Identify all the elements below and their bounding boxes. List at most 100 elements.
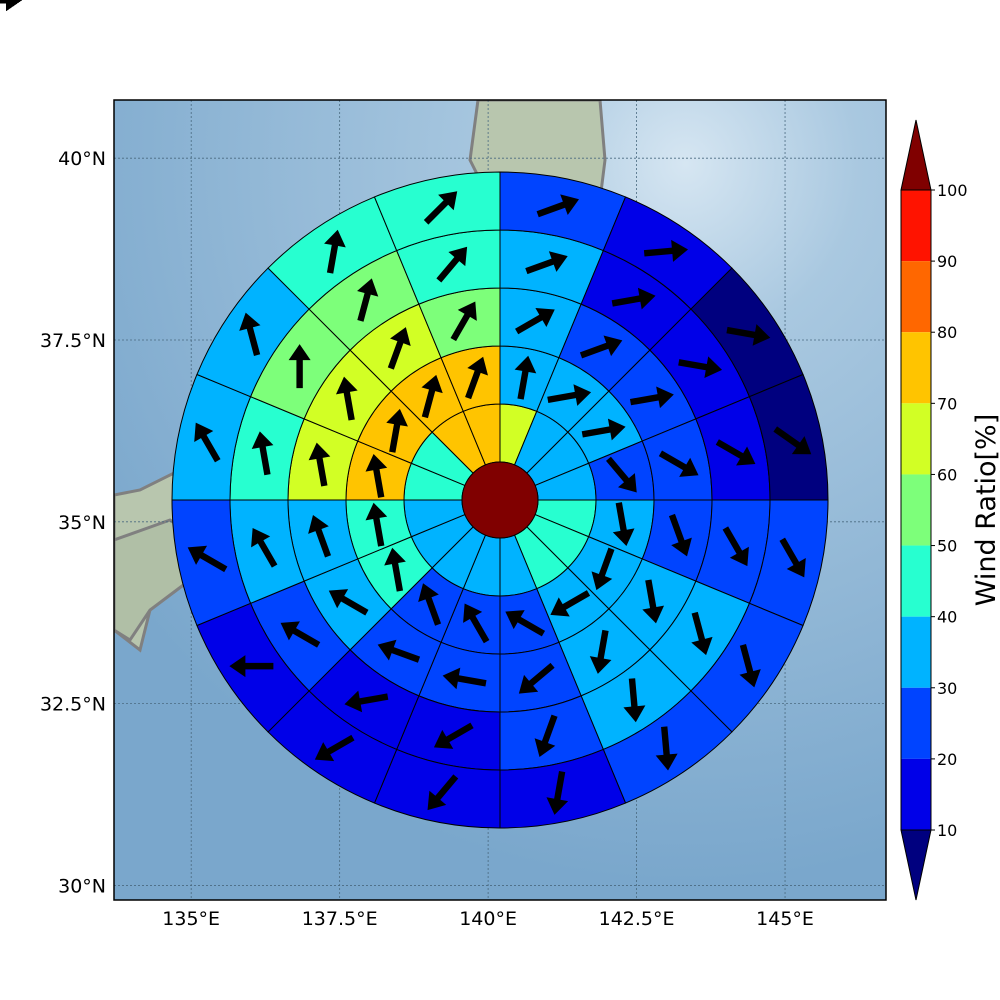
wind-arrow xyxy=(418,583,442,626)
colorbar-bin xyxy=(901,403,931,475)
wind-arrow xyxy=(465,356,489,400)
wind-arrow xyxy=(229,655,274,678)
colorbar-bin xyxy=(901,190,931,262)
wind-arrow xyxy=(433,722,474,749)
wind-arrow xyxy=(726,324,771,346)
colorbar-bin xyxy=(901,332,931,404)
wind-arrow xyxy=(314,734,355,762)
wind-arrow xyxy=(546,771,569,815)
wind-arrow xyxy=(678,356,723,378)
wind-arrow xyxy=(773,426,812,455)
colorbar-tick-label: 20 xyxy=(937,750,957,769)
x-tick-label: 137.5°E xyxy=(302,908,378,930)
colorbar-tick-label: 90 xyxy=(937,252,957,271)
x-tick-label: 140°E xyxy=(459,908,517,930)
colorbar-extend-max xyxy=(900,119,932,191)
wind-arrow xyxy=(421,374,443,419)
wind-arrow xyxy=(739,644,761,688)
x-tick-label: 142.5°E xyxy=(599,908,675,930)
wind-arrow xyxy=(251,527,278,568)
wind-arrow xyxy=(779,537,806,578)
wind-arrow xyxy=(629,386,674,409)
colorbar-tick-label: 70 xyxy=(937,394,957,413)
wind-arrow xyxy=(194,422,221,463)
wind-arrows xyxy=(0,0,812,815)
wind-arrow xyxy=(505,610,546,637)
colorbar-tick-label: 40 xyxy=(937,608,957,627)
center-disk xyxy=(461,461,539,539)
y-tick-label: 30°N xyxy=(58,875,106,897)
wind-arrow xyxy=(442,667,487,690)
colorbar-tick-label: 100 xyxy=(937,181,968,200)
wind-arrow xyxy=(386,408,408,453)
wind-arrow xyxy=(518,662,555,694)
wind-arrow xyxy=(187,545,228,573)
wind-arrow xyxy=(658,450,699,477)
wind-arrow xyxy=(0,0,22,11)
wind-arrow xyxy=(581,418,626,441)
x-tick-label: 135°E xyxy=(162,908,220,930)
wind-arrow xyxy=(536,194,580,218)
wind-arrow xyxy=(547,384,592,406)
wind-arrow xyxy=(655,726,678,771)
colorbar-tick-label: 80 xyxy=(937,323,957,342)
wind-arrow xyxy=(589,629,612,674)
wind-arrow xyxy=(344,690,389,713)
wind-arrow xyxy=(591,547,615,591)
wind-arrow xyxy=(579,335,623,359)
wind-arrow xyxy=(387,327,411,370)
wind-arrow xyxy=(357,278,379,322)
y-tick-label: 35°N xyxy=(58,512,106,534)
wind-arrow xyxy=(514,355,537,400)
y-tick-label: 32.5°N xyxy=(40,694,106,716)
wind-arrow xyxy=(377,639,421,663)
wind-arrow xyxy=(611,287,656,310)
colorbar-frame xyxy=(900,189,932,831)
colorbar-extend-min xyxy=(900,829,932,901)
colorbar-tick-label: 10 xyxy=(937,821,957,840)
colorbar-bin xyxy=(901,474,931,546)
wind-arrow xyxy=(280,621,321,648)
colorbar-tick-label: 50 xyxy=(937,537,957,556)
wind-arrow xyxy=(691,611,713,656)
wind-arrow xyxy=(365,453,388,498)
colorbar-tick-label: 60 xyxy=(937,465,957,484)
wind-arrow xyxy=(328,589,369,616)
x-axis-ticks: 135°E 137.5°E 140°E 142.5°E 145°E xyxy=(162,908,814,930)
wind-arrow xyxy=(642,579,665,624)
colorbar-bin xyxy=(901,758,931,830)
wind-arrow xyxy=(534,714,558,758)
wind-arrow xyxy=(423,191,458,225)
wind-arrow xyxy=(623,678,646,723)
wind-arrow xyxy=(463,603,490,644)
wind-arrow xyxy=(606,456,637,493)
wind-arrow xyxy=(722,526,749,567)
wind-arrow xyxy=(365,502,388,547)
x-tick-label: 145°E xyxy=(756,908,814,930)
map-frame xyxy=(113,99,887,901)
wind-arrow xyxy=(384,547,406,592)
y-tick-label: 40°N xyxy=(58,148,106,170)
wind-arrow xyxy=(612,502,635,547)
wind-arrow xyxy=(450,301,477,342)
wind-arrow xyxy=(525,251,568,275)
colorbar-bin xyxy=(901,687,931,759)
colorbar-bin xyxy=(901,545,931,617)
wind-arrow xyxy=(335,376,358,421)
colorbar-tick-label: 30 xyxy=(937,679,957,698)
wind-arrow xyxy=(550,590,591,617)
wind-arrow xyxy=(427,774,459,811)
colorbar-bin xyxy=(901,261,931,333)
colorbar-label: Wind Ratio[%] xyxy=(971,414,1000,606)
wind-arrow xyxy=(308,442,331,487)
wind-arrow xyxy=(324,229,346,274)
wind-arrow xyxy=(515,307,555,335)
wind-arrow xyxy=(436,246,468,283)
wind-arrow xyxy=(288,344,311,389)
wind-arrow xyxy=(251,431,274,476)
wind-arrow xyxy=(715,439,756,466)
colorbar: 10 20 30 40 50 60 70 80 90 100 xyxy=(900,119,968,901)
y-tick-label: 37.5°N xyxy=(40,330,106,352)
wind-arrow xyxy=(239,312,261,356)
